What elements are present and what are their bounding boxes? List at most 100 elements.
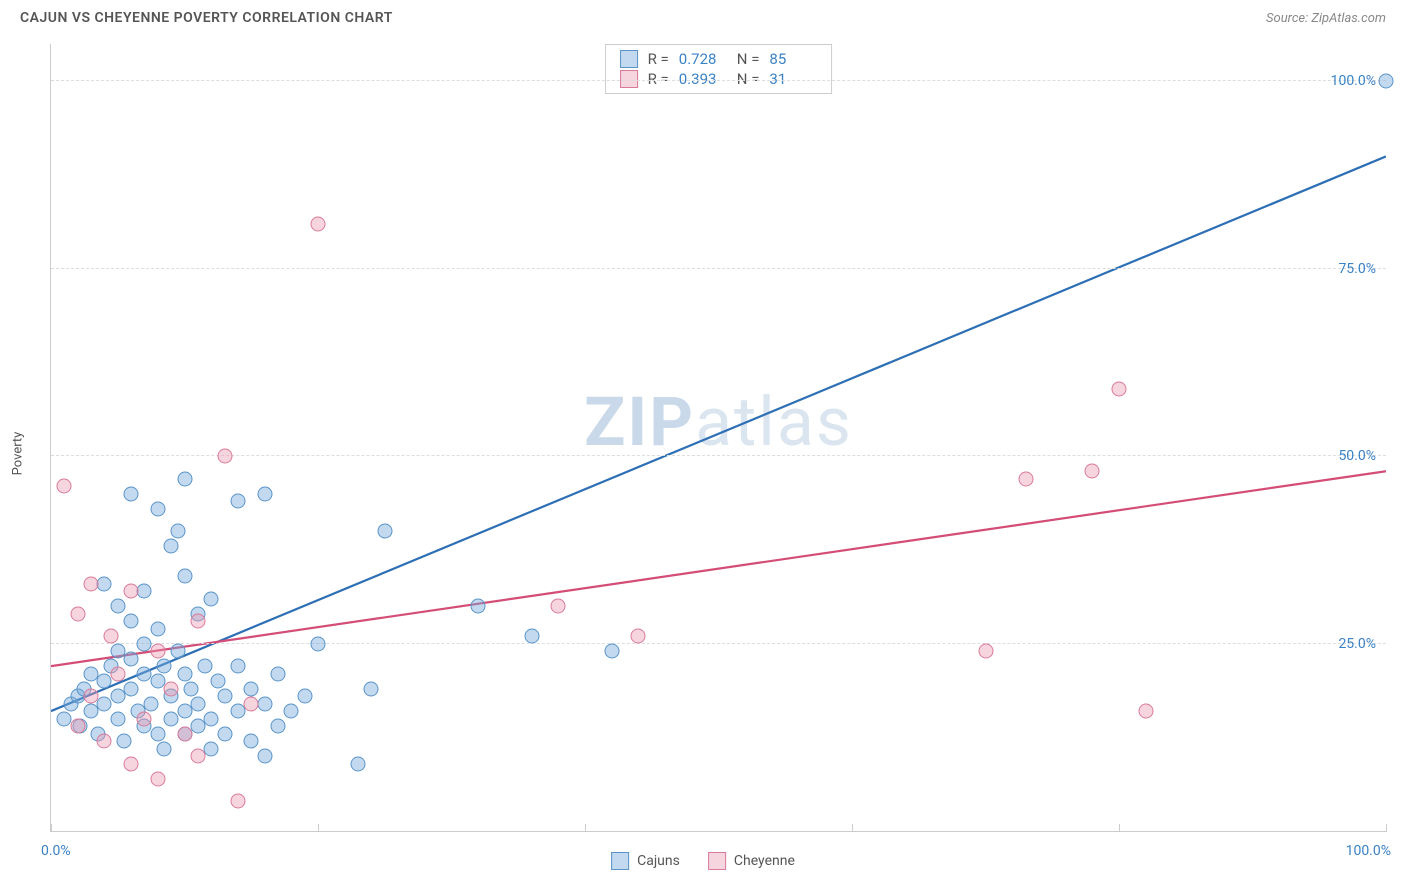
watermark: ZIPatlas: [584, 382, 853, 462]
x-axis-start-label: 0.0%: [41, 843, 71, 859]
gridline: [51, 643, 1386, 644]
data-point-cheyenne: [70, 606, 85, 621]
data-point-cajuns: [170, 644, 185, 659]
x-tick: [1386, 824, 1387, 832]
data-point-cajuns: [210, 674, 225, 689]
series-legend: CajunsCheyenne: [611, 852, 795, 870]
data-point-cajuns: [177, 666, 192, 681]
r-label: R =: [648, 50, 669, 68]
y-tick-label: 100.0%: [1331, 73, 1376, 89]
r-value: 0.728: [679, 50, 727, 68]
data-point-cajuns: [1379, 74, 1394, 89]
data-point-cajuns: [377, 524, 392, 539]
data-point-cheyenne: [124, 584, 139, 599]
x-tick: [852, 824, 853, 832]
data-point-cheyenne: [84, 689, 99, 704]
data-point-cheyenne: [631, 629, 646, 644]
data-point-cajuns: [604, 644, 619, 659]
data-point-cajuns: [230, 494, 245, 509]
legend-swatch-cheyenne: [708, 852, 726, 870]
data-point-cajuns: [471, 599, 486, 614]
stats-legend: R = 0.728 N = 85 R = 0.393 N = 31: [605, 44, 833, 94]
data-point-cajuns: [177, 471, 192, 486]
data-point-cheyenne: [190, 749, 205, 764]
y-tick-label: 25.0%: [1338, 636, 1376, 652]
data-point-cajuns: [257, 486, 272, 501]
data-point-cheyenne: [230, 794, 245, 809]
watermark-rest: atlas: [695, 382, 853, 462]
legend-item-cajuns: Cajuns: [611, 852, 680, 870]
data-point-cheyenne: [1112, 381, 1127, 396]
chart-title: CAJUN VS CHEYENNE POVERTY CORRELATION CH…: [20, 10, 393, 26]
data-point-cajuns: [117, 734, 132, 749]
data-point-cajuns: [124, 486, 139, 501]
data-point-cheyenne: [104, 629, 119, 644]
data-point-cajuns: [150, 501, 165, 516]
data-point-cajuns: [124, 681, 139, 696]
data-point-cajuns: [524, 629, 539, 644]
chart-plot-area: ZIPatlas R =0.728N =85R =0.393N =31 0.0%…: [50, 44, 1386, 832]
data-point-cajuns: [137, 584, 152, 599]
data-point-cajuns: [110, 599, 125, 614]
data-point-cheyenne: [124, 756, 139, 771]
x-axis-end-label: 100.0%: [1346, 843, 1391, 859]
data-point-cheyenne: [311, 216, 326, 231]
data-point-cajuns: [150, 726, 165, 741]
data-point-cheyenne: [244, 696, 259, 711]
data-point-cheyenne: [1085, 464, 1100, 479]
y-tick-label: 50.0%: [1338, 448, 1376, 464]
data-point-cheyenne: [70, 719, 85, 734]
data-point-cajuns: [97, 576, 112, 591]
data-point-cheyenne: [57, 479, 72, 494]
data-point-cajuns: [204, 741, 219, 756]
data-point-cajuns: [270, 666, 285, 681]
data-point-cheyenne: [1018, 471, 1033, 486]
legend-label: Cajuns: [637, 853, 680, 869]
data-point-cajuns: [110, 711, 125, 726]
data-point-cajuns: [184, 681, 199, 696]
data-point-cajuns: [197, 659, 212, 674]
data-point-cheyenne: [150, 644, 165, 659]
y-axis-title: Poverty: [11, 432, 26, 476]
data-point-cajuns: [230, 659, 245, 674]
data-point-cajuns: [157, 741, 172, 756]
data-point-cajuns: [270, 719, 285, 734]
x-tick: [585, 824, 586, 832]
n-value: 85: [769, 50, 817, 68]
data-point-cajuns: [257, 749, 272, 764]
x-tick: [51, 824, 52, 832]
data-point-cajuns: [244, 734, 259, 749]
data-point-cheyenne: [150, 771, 165, 786]
stats-legend-row-cajuns: R = 0.728 N = 85: [620, 49, 818, 69]
data-point-cheyenne: [84, 576, 99, 591]
data-point-cajuns: [190, 696, 205, 711]
n-value: 31: [769, 70, 817, 88]
n-label: N =: [737, 70, 760, 88]
x-tick: [1119, 824, 1120, 832]
trend-line-cheyenne: [51, 471, 1386, 666]
n-label: N =: [737, 50, 760, 68]
data-point-cajuns: [144, 696, 159, 711]
legend-swatch-cajuns: [620, 50, 638, 68]
data-point-cajuns: [351, 756, 366, 771]
r-label: R =: [648, 70, 669, 88]
source-label: Source: ZipAtlas.com: [1266, 11, 1386, 26]
gridline: [51, 268, 1386, 269]
data-point-cheyenne: [1138, 704, 1153, 719]
data-point-cheyenne: [190, 614, 205, 629]
data-point-cheyenne: [551, 599, 566, 614]
gridline: [51, 80, 1386, 81]
trend-lines: [51, 44, 1386, 831]
data-point-cajuns: [257, 696, 272, 711]
data-point-cajuns: [150, 621, 165, 636]
data-point-cheyenne: [110, 666, 125, 681]
data-point-cheyenne: [164, 681, 179, 696]
data-point-cajuns: [244, 681, 259, 696]
data-point-cajuns: [217, 726, 232, 741]
data-point-cajuns: [364, 681, 379, 696]
r-value: 0.393: [679, 70, 727, 88]
data-point-cheyenne: [978, 644, 993, 659]
data-point-cheyenne: [137, 711, 152, 726]
data-point-cajuns: [170, 524, 185, 539]
data-point-cajuns: [217, 689, 232, 704]
